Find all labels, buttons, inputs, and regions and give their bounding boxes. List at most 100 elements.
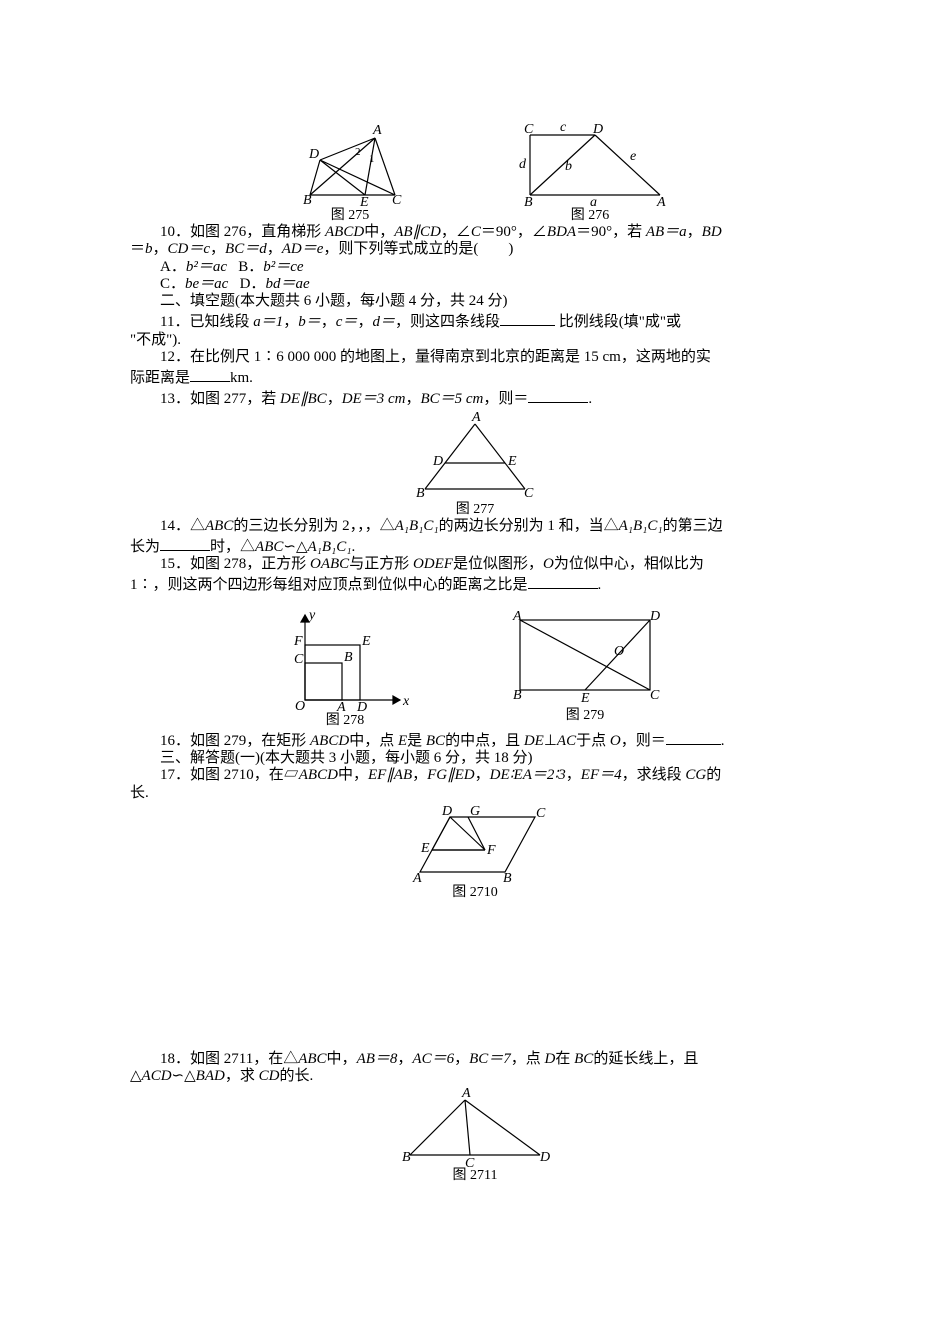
q10-l2t1: ， xyxy=(153,241,168,257)
q10-v4: BC＝d xyxy=(225,241,267,257)
q14-sim: ∽△ xyxy=(283,539,307,555)
lbl-1: 1 xyxy=(369,153,375,165)
lbl-c: c xyxy=(560,120,567,135)
q17-lead: 17．如图 2710，在▱ xyxy=(160,767,299,783)
q18-line2: △ACD∽△BAD，求 CD的长. xyxy=(130,1068,820,1085)
f278-O: O xyxy=(295,699,305,714)
q11-tail: 比例线段(填"成"或 xyxy=(555,314,681,330)
q18-t3: ， xyxy=(454,1051,469,1067)
q17-CG: CG xyxy=(685,767,706,783)
q14-l2c: . xyxy=(351,539,355,555)
f278-E: E xyxy=(361,634,371,649)
q15-lead: 15．如图 278，正方形 xyxy=(160,556,310,572)
q13-t2: ， xyxy=(405,391,420,407)
lbl-d: d xyxy=(519,157,527,172)
q18-p2: AC＝6 xyxy=(412,1051,454,1067)
figure-276-svg: B A C D a b c d e xyxy=(505,120,675,210)
figure-2710-caption: 图 2710 xyxy=(452,885,498,901)
q15-sq1: OABC xyxy=(310,556,349,572)
lbl-e: e xyxy=(630,149,636,164)
q17-t3: ， xyxy=(475,767,490,783)
q16-AC: AC xyxy=(557,733,576,749)
q11-line1: 11．已知线段 a＝1，b＝，c＝，d＝，则这四条线段 比例线段(填"成"或 xyxy=(130,310,820,331)
lbl-2: 2 xyxy=(355,146,361,158)
q11-line2: "不成"). xyxy=(130,332,820,349)
q14-line2: 长为时，△ABC∽△A₁B₁C₁. xyxy=(130,535,820,556)
figure-277: A B C D E 图 277 xyxy=(130,409,820,518)
figure-275: A B C D E 1 2 图 275 xyxy=(275,120,425,224)
f279-A: A xyxy=(512,609,522,624)
figure-278: O A B C D E F x y 图 278 xyxy=(275,605,415,729)
q10-optsAB: A．b²＝ac B．b²＝ce xyxy=(130,259,820,276)
q10-l2tail: ，则下列等式成立的是( ) xyxy=(323,241,513,257)
lbl-b: b xyxy=(565,159,572,174)
q14-l2a: 长为 xyxy=(130,539,160,555)
q10-eq1: ＝90°，∠ xyxy=(481,224,547,240)
figure-279-caption: 图 279 xyxy=(566,708,605,724)
lbl-A: A xyxy=(372,123,382,138)
lbl-C: C xyxy=(392,193,402,208)
q11-c: c＝ xyxy=(336,314,358,330)
figure-276: B A C D a b c d e 图 276 xyxy=(505,120,675,224)
f277-E: E xyxy=(507,454,517,469)
q11-d: d＝ xyxy=(372,314,395,330)
q18-t5: 在 xyxy=(555,1051,574,1067)
figure-279-svg: A D B C E O xyxy=(495,605,675,710)
lbl-B: B xyxy=(524,195,533,210)
q16-O: O xyxy=(610,733,621,749)
f279-C: C xyxy=(650,688,660,703)
q13-lead: 13．如图 277，若 xyxy=(160,391,280,407)
f2710-F: F xyxy=(486,843,496,858)
figure-278-svg: O A B C D E F x y xyxy=(275,605,415,715)
q10-l2l: ＝ xyxy=(130,241,145,257)
q13-p3: BC＝5 cm xyxy=(420,391,483,407)
q17-line2: 长. xyxy=(130,785,820,802)
q14-t1: 的三边长分别为 2，，，△ xyxy=(233,518,394,534)
figure-2710-svg: A B C D E F G xyxy=(390,802,560,887)
q16-t2: 是 xyxy=(407,733,426,749)
q18-tri2: ACD xyxy=(142,1068,172,1084)
q10-shape: ABCD xyxy=(325,224,364,240)
q10-optC-l: C． xyxy=(160,276,185,292)
q10-optB: b²＝ce xyxy=(263,259,303,275)
q11-a: a＝1 xyxy=(253,314,283,330)
q10-optA: b²＝ac xyxy=(186,259,227,275)
figure-275-caption: 图 275 xyxy=(331,208,370,224)
q10-v5: AD＝e xyxy=(282,241,324,257)
q18-p3: BC＝7 xyxy=(469,1051,511,1067)
q16-tail: . xyxy=(721,733,725,749)
q14-l2b: 时，△ xyxy=(210,539,255,555)
q10-optA-l: A． xyxy=(160,259,186,275)
q16-t4: 于点 xyxy=(576,733,610,749)
figure-276-caption: 图 276 xyxy=(571,208,610,224)
q16-E: E xyxy=(398,733,407,749)
q12-l2b: km. xyxy=(230,370,253,386)
figure-row-top: A B C D E 1 2 图 275 xyxy=(130,120,820,224)
q13-line1: 13．如图 277，若 DE∥BC，DE＝3 cm，BC＝5 cm，则＝. xyxy=(130,387,820,408)
q14-blank xyxy=(160,535,210,551)
q15-t2: 是位似图形， xyxy=(453,556,543,572)
q16-BC: BC xyxy=(426,733,445,749)
section-3-heading: 三、解答题(一)(本大题共 3 小题，每小题 6 分，共 18 分) xyxy=(130,750,820,767)
lbl-D: D xyxy=(308,147,319,162)
q15-blank xyxy=(528,573,598,589)
q10-l2lead: b xyxy=(145,241,153,257)
f278-x: x xyxy=(402,694,410,709)
q15-line1: 15．如图 278，正方形 OABC与正方形 ODEF是位似图形，O为位似中心，… xyxy=(130,556,820,573)
figure-2711-svg: A B C D xyxy=(390,1085,560,1170)
f277-D: D xyxy=(432,454,443,469)
q10-optB-l: B． xyxy=(238,259,263,275)
q18-t4: ，点 xyxy=(511,1051,545,1067)
q10-lead: 10．如图 276，直角梯形 xyxy=(160,224,325,240)
q11-mid: ，则这四条线段 xyxy=(395,314,500,330)
q10-v1: AB＝a xyxy=(646,224,687,240)
q17-t1: 中， xyxy=(338,767,368,783)
q15-l2b: . xyxy=(598,577,602,593)
f279-O: O xyxy=(614,644,624,659)
q10-ang1: C xyxy=(471,224,481,240)
f2710-B: B xyxy=(503,871,512,886)
q10-seg1: AB∥CD xyxy=(394,224,441,240)
q18-sim: ∽△ xyxy=(172,1068,196,1084)
q18-l2a: △ xyxy=(130,1068,142,1084)
f2710-D: D xyxy=(441,804,452,819)
